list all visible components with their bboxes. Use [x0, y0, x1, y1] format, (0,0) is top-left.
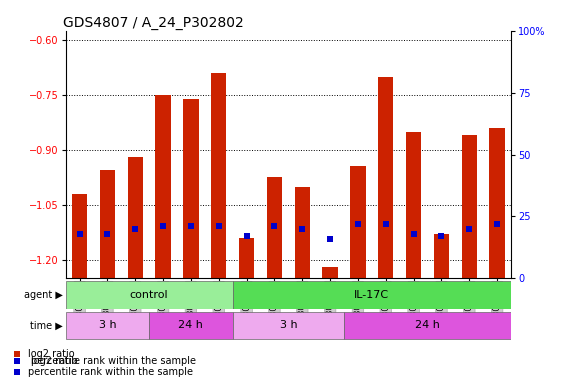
- Bar: [406, 132, 421, 278]
- Point: [353, 221, 363, 227]
- Bar: [434, 234, 449, 278]
- Text: percentile rank within the sample: percentile rank within the sample: [29, 366, 194, 377]
- Point: [387, 281, 396, 287]
- Text: GDS4807 / A_24_P302802: GDS4807 / A_24_P302802: [63, 16, 244, 30]
- Bar: [66, 312, 149, 339]
- Bar: [149, 312, 233, 339]
- Bar: [323, 267, 338, 278]
- Text: 3 h: 3 h: [99, 320, 116, 331]
- Point: [75, 231, 84, 237]
- Text: 3 h: 3 h: [280, 320, 297, 331]
- Text: IL-17C: IL-17C: [354, 290, 389, 300]
- Bar: [267, 177, 282, 278]
- Bar: [183, 99, 199, 278]
- Bar: [211, 73, 227, 278]
- Bar: [295, 187, 310, 278]
- Text: control: control: [130, 290, 168, 300]
- Bar: [100, 170, 115, 278]
- Point: [409, 231, 418, 237]
- Text: log2 ratio: log2 ratio: [29, 349, 75, 359]
- Text: time ▶: time ▶: [30, 320, 63, 331]
- Bar: [233, 281, 511, 309]
- Text: 24 h: 24 h: [179, 320, 203, 331]
- Point: [387, 124, 396, 130]
- Bar: [378, 76, 393, 278]
- Bar: [66, 281, 233, 309]
- Point: [242, 233, 251, 239]
- Bar: [350, 167, 365, 278]
- Bar: [489, 128, 505, 278]
- Point: [159, 223, 168, 230]
- Point: [270, 223, 279, 230]
- Text: log2 ratio: log2 ratio: [31, 356, 78, 366]
- Bar: [233, 312, 344, 339]
- Bar: [344, 312, 511, 339]
- Point: [381, 221, 391, 227]
- Point: [186, 223, 195, 230]
- Point: [465, 226, 474, 232]
- Bar: [155, 95, 171, 278]
- Bar: [239, 238, 254, 278]
- Text: percentile rank within the sample: percentile rank within the sample: [31, 356, 196, 366]
- Point: [437, 233, 446, 239]
- Text: agent ▶: agent ▶: [24, 290, 63, 300]
- Point: [297, 226, 307, 232]
- Point: [325, 236, 335, 242]
- Point: [131, 226, 140, 232]
- Point: [387, 187, 396, 193]
- Point: [214, 223, 223, 230]
- Point: [387, 187, 396, 193]
- Text: 24 h: 24 h: [415, 320, 440, 331]
- Point: [103, 231, 112, 237]
- Bar: [461, 135, 477, 278]
- Bar: [127, 157, 143, 278]
- Bar: [72, 194, 87, 278]
- Point: [493, 221, 502, 227]
